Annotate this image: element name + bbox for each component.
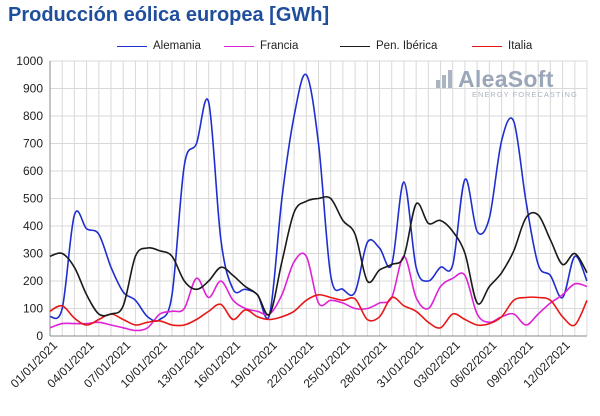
legend-item-francia: Francia xyxy=(224,40,298,52)
legend-item-pen-iberica: Pen. Ibérica xyxy=(340,40,437,52)
legend-swatch-alemania xyxy=(117,45,147,47)
y-tick-label: 800 xyxy=(23,109,43,123)
aleasoft-logo-icon xyxy=(436,70,452,88)
y-tick-label: 300 xyxy=(23,247,43,261)
y-tick-label: 1000 xyxy=(16,54,43,68)
series-line-alemania xyxy=(49,73,588,322)
legend-label-alemania: Alemania xyxy=(153,40,201,52)
legend-label-francia: Francia xyxy=(260,40,299,52)
series-line-pen-ib-rica xyxy=(49,195,588,317)
y-tick-label: 200 xyxy=(23,274,43,288)
logo-tagline: ENERGY FORECASTING xyxy=(472,90,578,99)
legend-item-italia: Italia xyxy=(472,40,532,52)
legend-swatch-francia xyxy=(224,45,254,47)
y-tick-label: 700 xyxy=(23,137,43,151)
legend-label-pen-iberica: Pen. Ibérica xyxy=(376,40,438,52)
y-tick-label: 100 xyxy=(23,302,43,316)
chart-title: Producción eólica europea [GWh] xyxy=(8,4,330,26)
legend: Alemania Francia Pen. Ibérica Italia xyxy=(0,40,600,56)
legend-swatch-italia xyxy=(472,45,502,47)
aleasoft-logo: AleaSoft ENERGY FORECASTING xyxy=(434,66,578,99)
y-tick-label: 600 xyxy=(23,164,43,178)
series-line-italia xyxy=(49,293,588,329)
legend-label-italia: Italia xyxy=(508,40,533,52)
legend-item-alemania: Alemania xyxy=(117,40,201,52)
y-tick-label: 900 xyxy=(23,82,43,96)
legend-swatch-pen-iberica xyxy=(340,45,370,47)
y-tick-label: 0 xyxy=(36,329,43,343)
y-tick-label: 500 xyxy=(23,192,43,206)
logo-name: AleaSoft xyxy=(458,66,554,92)
y-tick-label: 400 xyxy=(23,219,43,233)
series-line-francia xyxy=(49,252,588,332)
